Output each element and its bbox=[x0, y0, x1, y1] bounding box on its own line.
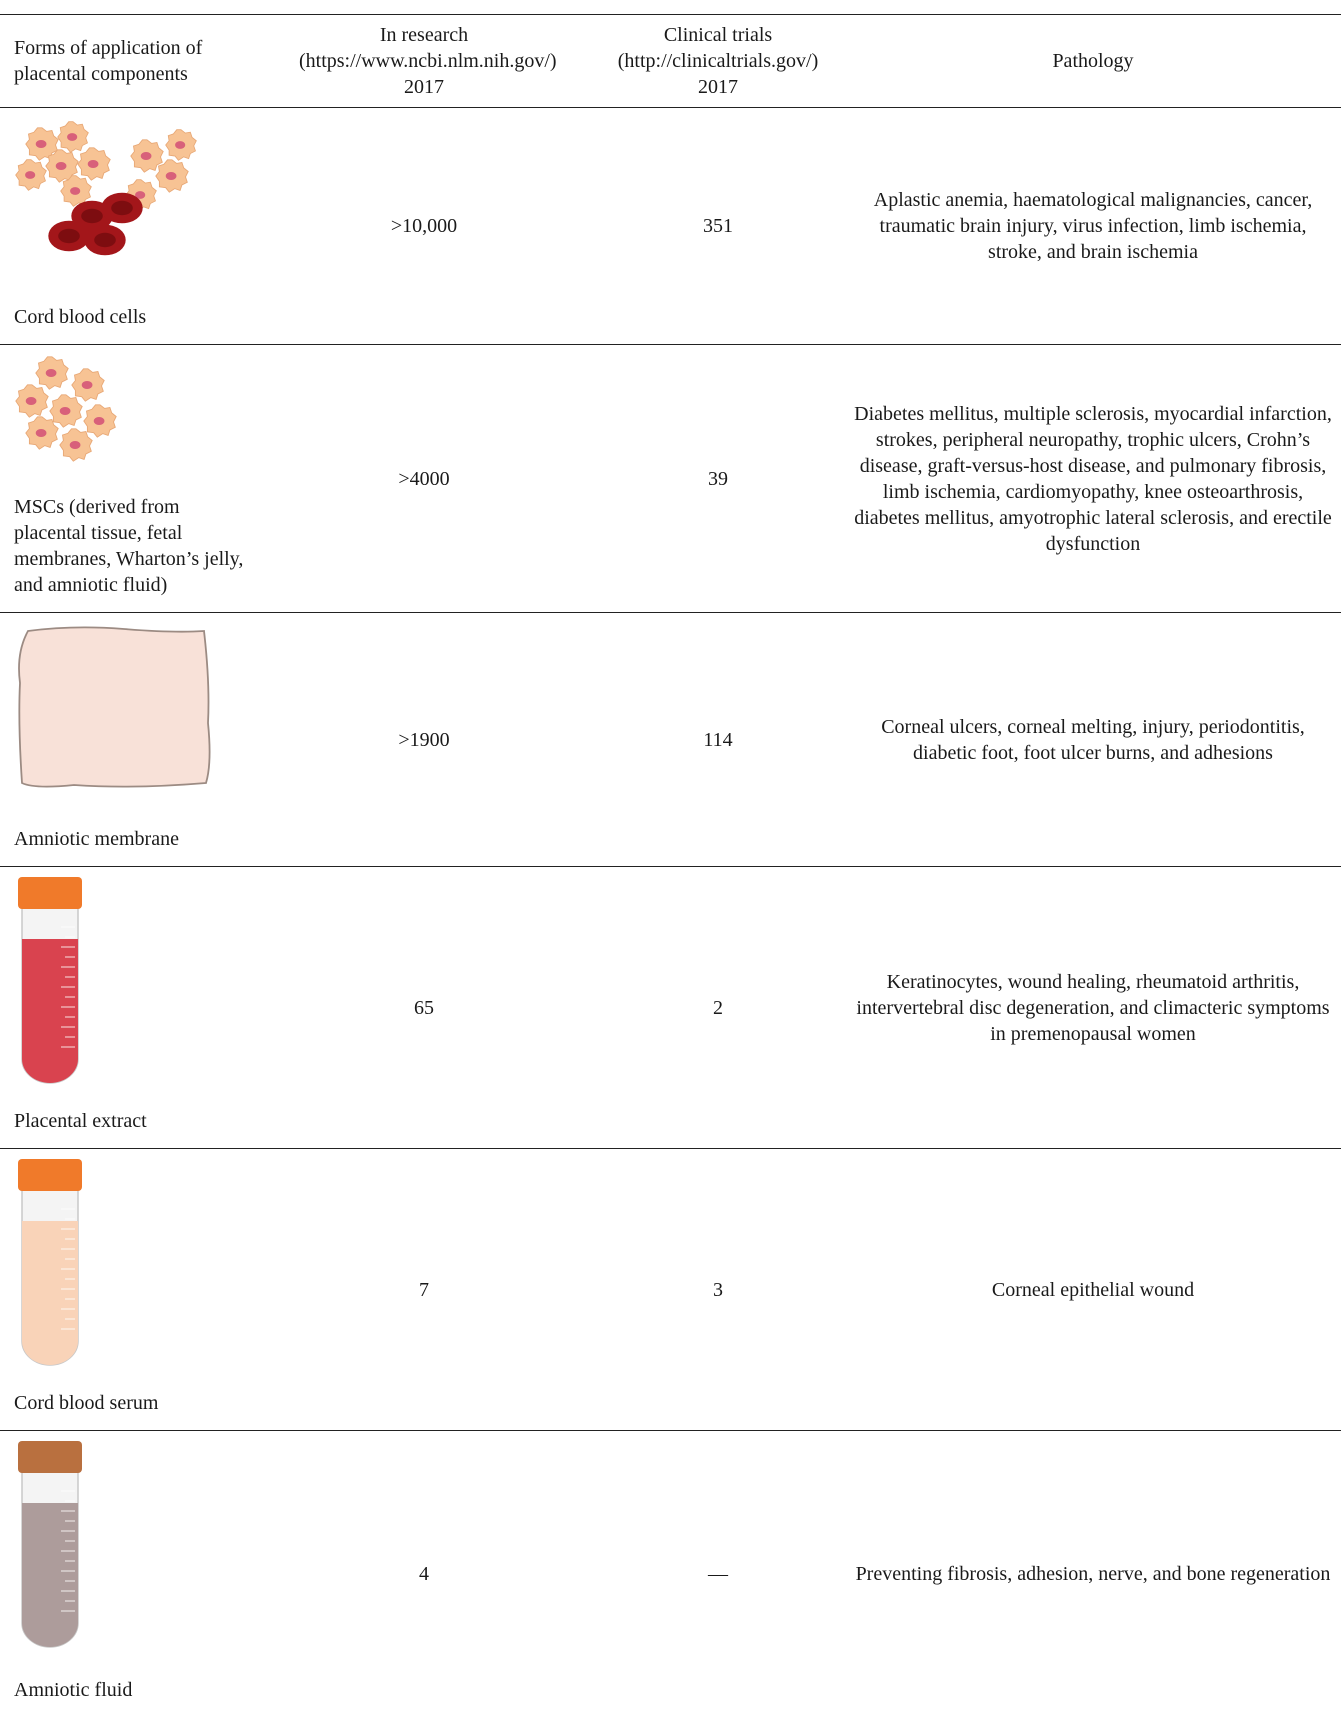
table-cell: Diabetes mellitus, multiple sclerosis, m… bbox=[853, 401, 1333, 557]
header-cell: Clinical trials(http://clinicaltrials.go… bbox=[593, 22, 843, 100]
header-line: (http://clinicaltrials.gov/) bbox=[593, 48, 843, 74]
table-cell: 2 bbox=[593, 995, 843, 1021]
row-label: Cord blood serum bbox=[14, 1390, 249, 1416]
row-label: Amniotic fluid bbox=[14, 1677, 249, 1703]
table-cell: 114 bbox=[593, 727, 843, 753]
row-label: Amniotic membrane bbox=[14, 826, 249, 852]
table-row: Amniotic membrane >1900 114 Corneal ulcers,… bbox=[0, 613, 1341, 867]
table-cell: Preventing fibrosis, adhesion, nerve, an… bbox=[853, 1561, 1333, 1587]
tube-illustration bbox=[14, 1441, 86, 1651]
header-line: placental components bbox=[14, 61, 274, 87]
tube-illustration bbox=[14, 1159, 86, 1369]
table-cell: Aplastic anemia, haematological malignan… bbox=[853, 187, 1333, 265]
header-line: Clinical trials bbox=[593, 22, 843, 48]
tube-illustration bbox=[14, 877, 86, 1087]
header-line: (https://www.ncbi.nlm.nih.gov/) bbox=[299, 48, 549, 74]
table-row: Placental extract 65 2 Keratinocytes, wound… bbox=[0, 867, 1341, 1149]
table-cell: >1900 bbox=[299, 727, 549, 753]
table-cell: >4000 bbox=[299, 466, 549, 492]
table-row: Cord blood serum 7 3 Corneal epithelial wou… bbox=[0, 1149, 1341, 1431]
msc-illustration bbox=[14, 355, 124, 465]
table-row: Cord blood cells >10,000 351 Aplastic anemi… bbox=[0, 108, 1341, 345]
header-line: 2017 bbox=[593, 74, 843, 100]
row-label: Placental extract bbox=[14, 1108, 249, 1134]
table-cell: — bbox=[593, 1561, 843, 1587]
header-line: 2017 bbox=[299, 74, 549, 100]
table-cell: 65 bbox=[299, 995, 549, 1021]
table-cell: >10,000 bbox=[299, 213, 549, 239]
table-cell: 39 bbox=[593, 466, 843, 492]
header-cell: Pathology bbox=[853, 48, 1333, 74]
cord-blood-illustration bbox=[14, 118, 214, 268]
header-line: Forms of application of bbox=[14, 35, 274, 61]
table-cell: 4 bbox=[299, 1561, 549, 1587]
table-cell: 7 bbox=[299, 1277, 549, 1303]
header-line: In research bbox=[299, 22, 549, 48]
page: Forms of application ofplacental compone… bbox=[0, 0, 1341, 1717]
table-cell: Corneal epithelial wound bbox=[853, 1277, 1333, 1303]
table-cell: 351 bbox=[593, 213, 843, 239]
header-cell: In research(https://www.ncbi.nlm.nih.gov… bbox=[299, 22, 549, 100]
membrane-illustration bbox=[14, 623, 214, 793]
table-row: MSCs (derived from placental tissue, fet… bbox=[0, 345, 1341, 613]
table-cell: Keratinocytes, wound healing, rheumatoid… bbox=[853, 969, 1333, 1047]
row-label: Cord blood cells bbox=[14, 304, 249, 330]
table-cell: 3 bbox=[593, 1277, 843, 1303]
row-label: MSCs (derived from placental tissue, fet… bbox=[14, 494, 249, 598]
header-line: Pathology bbox=[853, 48, 1333, 74]
table-cell: Corneal ulcers, corneal melting, injury,… bbox=[853, 714, 1333, 766]
table-row: Amniotic fluid 4 — Preventing fibrosis, adh… bbox=[0, 1431, 1341, 1717]
